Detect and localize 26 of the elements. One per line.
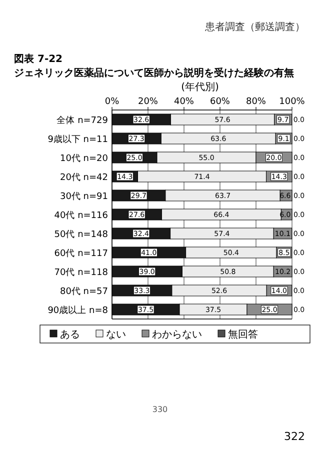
x-tick-label: 60% [210,97,230,107]
y-tick-label: 50代 n=148 [54,229,108,240]
x-tick-label: 0% [104,97,120,107]
legend-label: わからない [152,330,202,340]
text: 322 [284,430,305,443]
chart-subtitle: (年代別) [181,81,219,93]
y-tick-label: 70代 n=118 [54,267,108,278]
y-tick-label: 9歳以下 n=11 [48,134,108,145]
y-tick-label: 80代 n=57 [60,286,108,297]
x-tick-label: 20% [138,97,158,107]
y-tick-label: 20代 n=42 [60,172,108,183]
y-tick-label: 90歳以上 n=8 [48,305,108,316]
y-tick-label: 40代 n=116 [54,210,108,221]
legend-label: 無回答 [228,328,258,340]
text: 患者調査（郵送調査） [204,21,305,33]
x-tick-label: 40% [174,97,194,107]
legend-label: ない [106,330,126,340]
x-tick-label: 80% [246,97,266,107]
chart-title: 図表 7-22 ジェネリック医薬品について医師から説明を受けた経験の有無 [14,53,294,79]
y-tick-label: 全体 n=729 [56,115,108,126]
y-tick-label: 60代 n=117 [54,248,108,259]
y-tick-label: 30代 n=91 [60,191,108,202]
legend-label: ある [60,330,80,340]
x-tick-label: 100% [279,97,306,107]
y-tick-label: 10代 n=20 [60,153,108,164]
text: 330 [152,405,168,414]
